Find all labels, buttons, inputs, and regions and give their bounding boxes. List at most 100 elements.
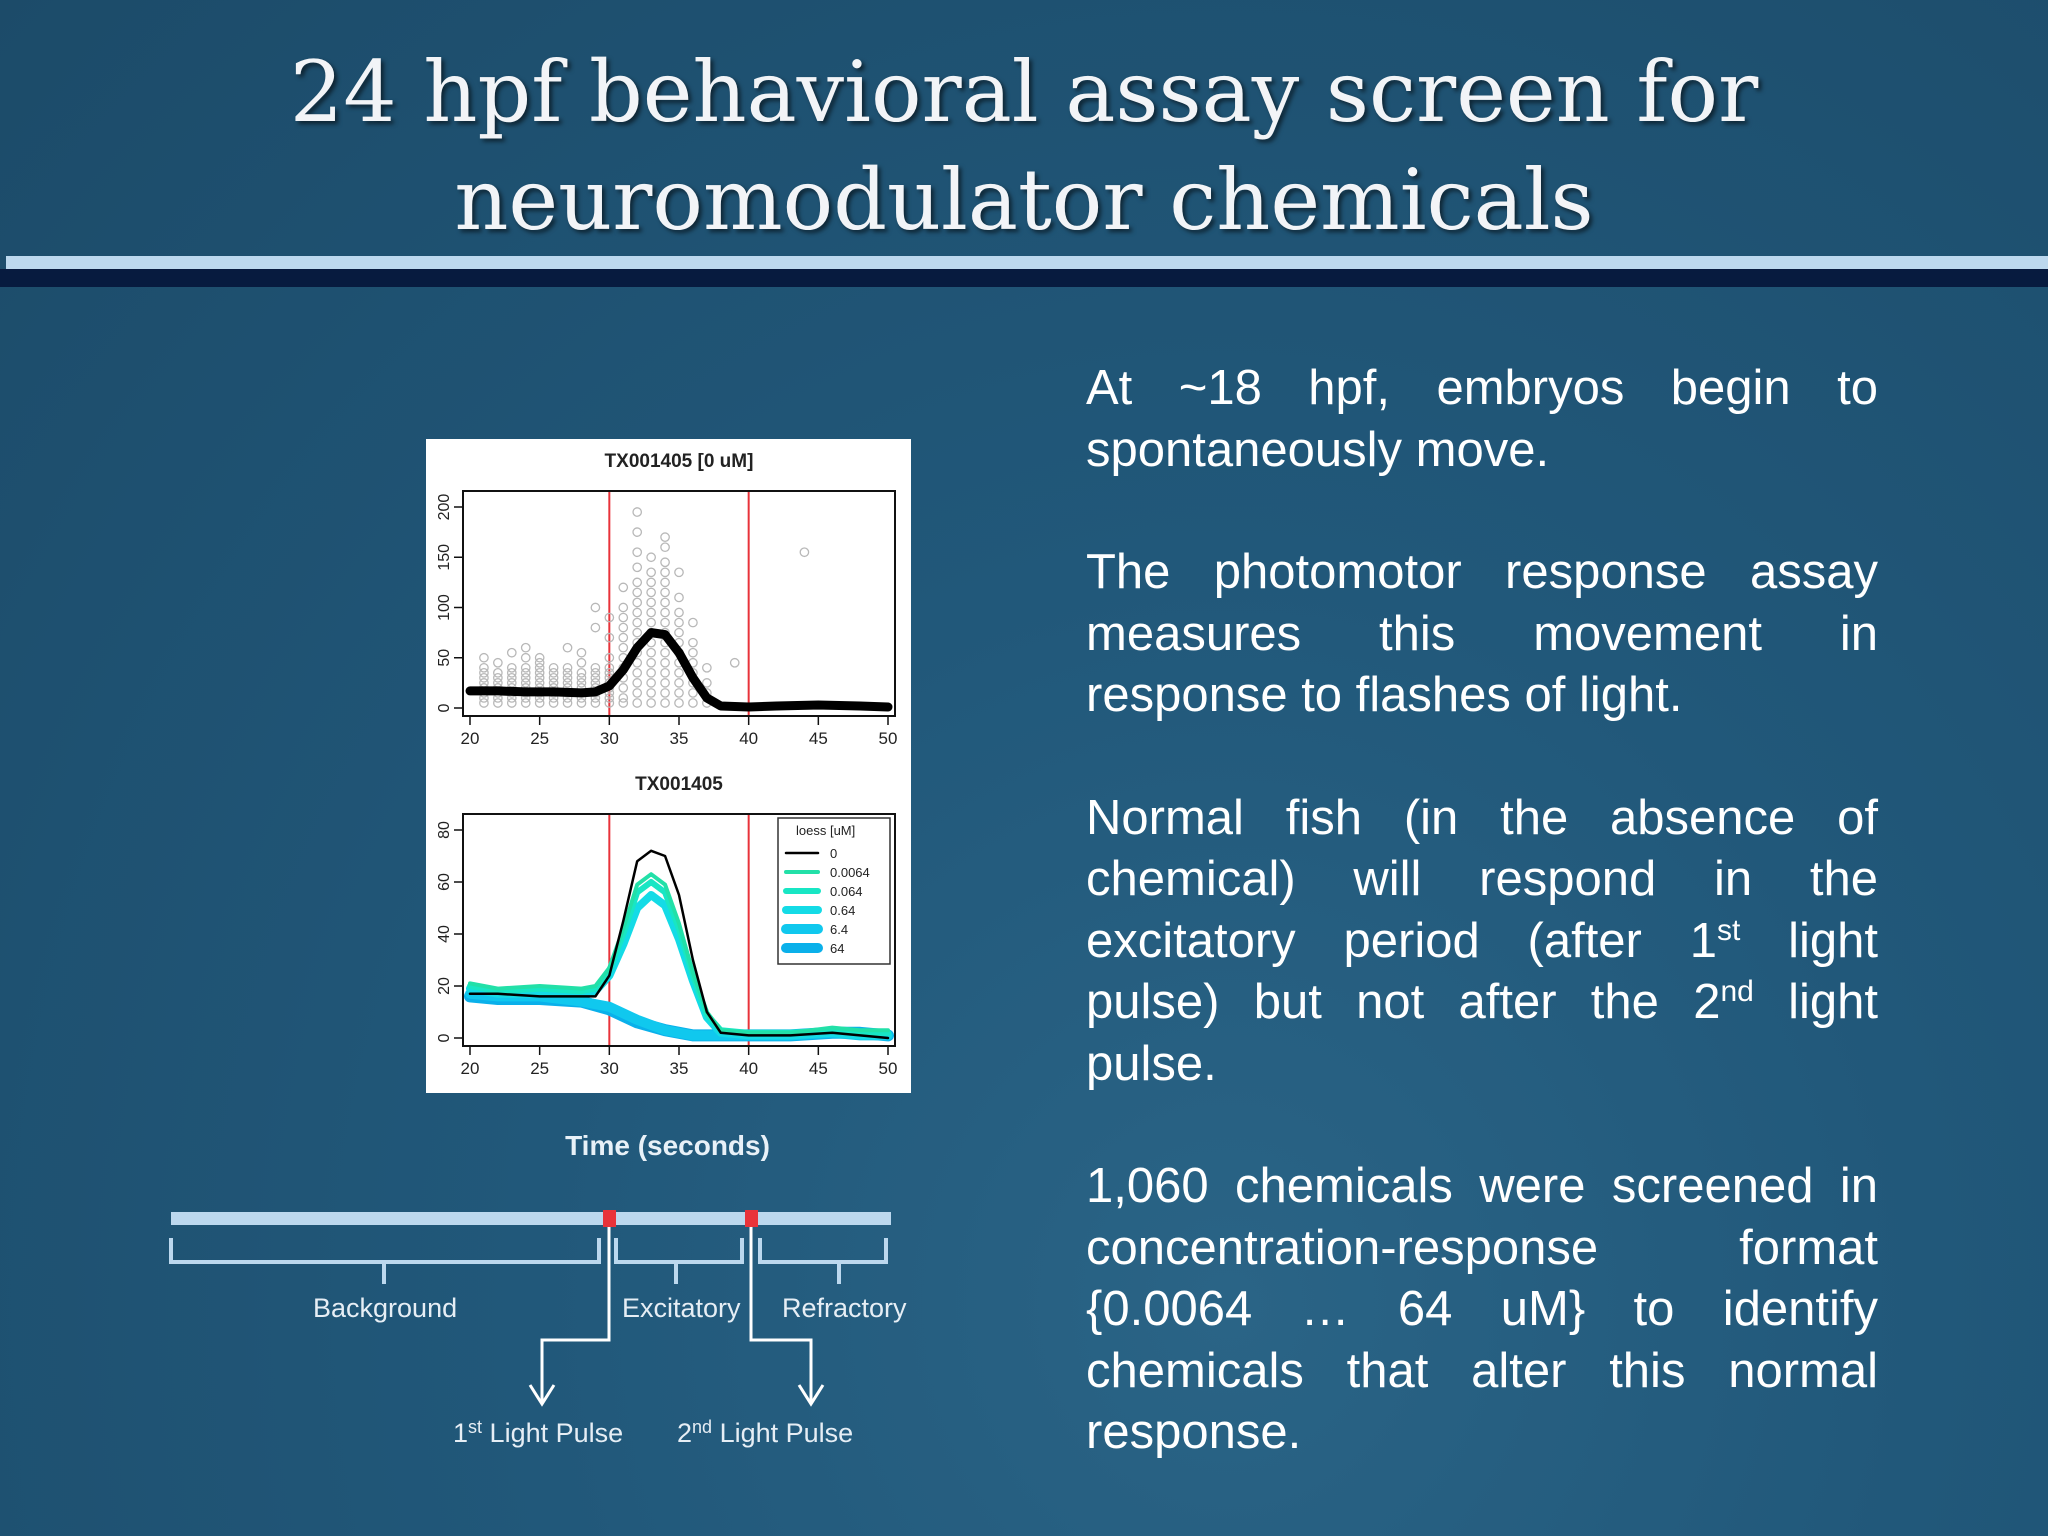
data-point [646,657,656,668]
x-tick-label: 30 [600,1059,619,1078]
data-point [506,662,517,673]
y-tick-label: 200 [436,494,453,521]
panel-1-title: TX001405 [0 uM] [605,451,754,472]
excitatory-bracket [614,1238,744,1284]
slide-title-line2: neuromodulator chemicals [454,151,1594,249]
chart-figure: TX001405 [0 uM] 20 25 30 35 40 45 50 0 50 100 150 20… [426,439,911,1093]
time-axis-label: Time (seconds) [565,1130,770,1161]
data-point [632,667,643,678]
data-point [590,667,601,678]
data-point [646,552,656,563]
data-point [674,592,684,603]
paragraph-3-sup-1: st [1716,913,1741,947]
paragraph-4: 1,060 chemicals were screened in concent… [1086,1159,1878,1459]
data-point [506,673,517,683]
y-tick-label: 40 [436,925,453,943]
x-tick-label: 45 [809,1059,828,1078]
data-point [660,557,670,568]
data-point [632,527,643,537]
data-point [660,617,670,628]
x-tick-label: 20 [461,729,480,748]
data-point [520,673,531,683]
data-point [618,693,629,703]
data-point [479,652,489,663]
pulse2-num: 2 [677,1418,693,1448]
y-tick-label: 100 [436,594,453,621]
data-point [520,652,531,663]
data-point [632,577,643,588]
y-tick-label: 80 [436,821,453,839]
data-point [604,667,615,678]
data-point [646,688,656,698]
data-point [674,607,684,618]
data-point [632,547,643,558]
data-point [688,698,698,708]
x-tick-label: 35 [670,729,689,748]
data-point [604,693,615,703]
data-point [590,673,601,683]
data-point [534,673,545,683]
data-point [618,612,629,623]
data-point [604,612,615,623]
data-point [660,688,670,698]
excitatory-label: Excitatory [622,1293,741,1323]
data-point [632,617,643,628]
data-point [632,678,643,688]
data-point [660,577,670,588]
data-point [688,637,698,648]
data-point [534,652,545,663]
refractory-bracket [758,1238,888,1284]
data-point [646,617,656,628]
paragraph-3-part-a: Normal fish (in the absence of chemical)… [1086,790,1878,968]
data-point [576,647,587,658]
data-point [660,698,670,708]
background-label: Background [313,1293,458,1323]
data-point [674,688,684,698]
data-point [520,662,531,673]
data-point [646,607,656,618]
data-point [660,657,670,668]
data-point [618,642,629,653]
data-point [646,647,656,658]
legend-label-0.64: 0.64 [830,903,855,918]
legend-label-0: 0 [830,846,837,861]
data-point [632,698,643,708]
data-point [618,632,629,643]
data-point [562,667,573,678]
y-tick-label: 20 [436,977,453,995]
data-point [576,673,587,683]
loess-line [465,628,893,712]
data-point [618,622,629,633]
data-point [548,662,559,673]
body-text: At ~18 hpf, embryos begin to spontaneous… [1086,358,1878,1525]
data-point [632,688,643,698]
y-tick-label: 0 [436,703,453,712]
data-point [674,617,684,628]
x-tick-label: 30 [600,729,619,748]
data-point [534,667,545,678]
data-point [646,587,656,598]
legend-label-0.064: 0.064 [830,884,863,899]
data-point [618,698,629,708]
data-point [799,547,810,558]
data-point [548,678,559,688]
data-point [562,678,573,688]
data-point [674,698,684,708]
pulse-marker-1 [603,1210,616,1227]
data-point [534,662,545,673]
data-point [702,678,712,688]
background-bracket [169,1238,601,1284]
data-point [646,678,656,688]
data-point [506,698,517,708]
refractory-label: Refractory [782,1293,907,1323]
slide-title: 24 hpf behavioral assay screen for neuro… [0,38,2048,254]
legend-label-6.4: 6.4 [830,922,848,937]
data-point [590,662,601,673]
x-tick-label: 40 [739,1059,758,1078]
data-point [548,698,559,708]
y-tick-label: 60 [436,873,453,891]
data-point [493,698,503,708]
data-point [646,698,656,708]
x-tick-label: 25 [530,1059,549,1078]
data-point [646,567,656,578]
